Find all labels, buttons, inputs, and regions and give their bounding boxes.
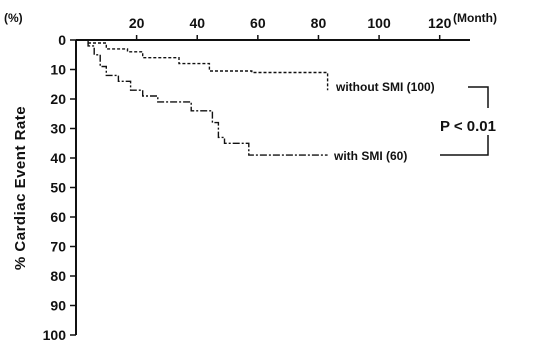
x-tick-label: 60 xyxy=(250,15,266,31)
p-value-annotation: P < 0.01 xyxy=(440,118,496,135)
series-label-with-smi: with SMI (60) xyxy=(333,149,407,163)
y-tick-label: 10 xyxy=(50,62,66,78)
x-tick-label: 40 xyxy=(189,15,205,31)
y-tick-label: 60 xyxy=(50,209,66,225)
y-tick-label: 20 xyxy=(50,91,66,107)
ticks: 20 40 60 80 100 120 0 10 20 30 40 50 60 70 80 90 100 xyxy=(43,15,452,343)
y-tick-label: 80 xyxy=(50,268,66,284)
x-tick-label: 100 xyxy=(367,15,391,31)
series-label-without-smi: without SMI (100) xyxy=(335,80,435,94)
bracket-top xyxy=(468,86,489,108)
y-tick-label: 50 xyxy=(50,180,66,196)
series-labels: without SMI (100) with SMI (60) xyxy=(333,80,489,163)
y-tick-label: 30 xyxy=(50,121,66,137)
x-tick-label: 120 xyxy=(428,15,452,31)
series-group xyxy=(76,39,329,156)
y-tick-label: 70 xyxy=(50,239,66,255)
x-unit-label: (Month) xyxy=(453,11,497,25)
series-line-with-smi xyxy=(76,39,328,156)
y-unit-label: (%) xyxy=(4,11,23,25)
y-tick-label: 90 xyxy=(50,298,66,314)
series-line-without-smi xyxy=(76,39,329,91)
y-tick-label: 0 xyxy=(58,32,66,48)
x-tick-label: 80 xyxy=(311,15,327,31)
y-axis-title: % Cardiac Event Rate xyxy=(12,106,29,270)
bracket-bottom xyxy=(440,135,489,156)
y-tick-label: 40 xyxy=(50,150,66,166)
x-tick-label: 20 xyxy=(129,15,145,31)
y-tick-label: 100 xyxy=(43,327,67,343)
